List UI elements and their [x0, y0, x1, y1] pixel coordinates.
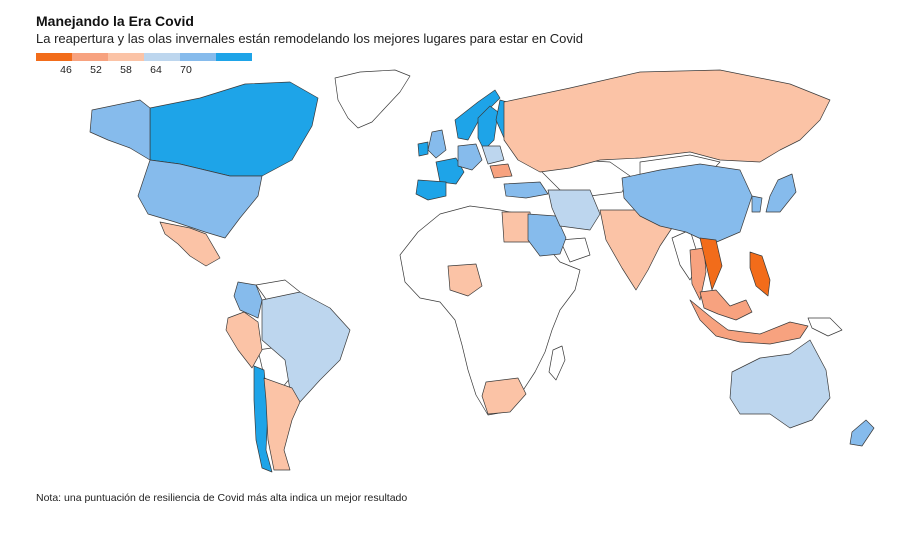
region-mexico [159, 221, 221, 267]
region-poland [481, 145, 505, 165]
legend-swatch [108, 53, 144, 61]
region-south-korea [751, 195, 763, 213]
legend-swatch [36, 53, 72, 61]
region-germany [457, 143, 483, 171]
chart-subtitle: La reapertura y las olas invernales está… [36, 31, 584, 46]
legend-swatch [216, 53, 252, 61]
legend-tick: 52 [90, 64, 102, 76]
footnote: Nota: una puntuación de resiliencia de C… [36, 492, 408, 504]
region-brazil [261, 291, 351, 403]
legend-swatch [180, 53, 216, 61]
region-thailand [689, 247, 707, 301]
legend-swatch [144, 53, 180, 61]
region-malaysia [699, 289, 753, 321]
legend-tick: 46 [60, 64, 72, 76]
region-nigeria [447, 263, 483, 297]
region-colombia [233, 281, 263, 319]
region-vietnam [699, 237, 723, 291]
region-iran [547, 189, 601, 231]
region-alaska [89, 99, 151, 161]
legend-tick: 58 [120, 64, 132, 76]
region-united-kingdom [427, 129, 447, 159]
legend-swatch [72, 53, 108, 61]
region-canada [149, 81, 319, 177]
region-romania [489, 163, 513, 179]
region-south-africa [481, 377, 527, 415]
region-peru [225, 311, 263, 369]
region-spain [415, 179, 447, 201]
region-france [435, 157, 465, 185]
region-sweden [477, 105, 499, 151]
legend-swatches [36, 53, 252, 61]
color-legend: 46 52 58 64 70 [36, 53, 252, 76]
region-argentina [263, 377, 301, 471]
region-philippines [749, 251, 771, 297]
legend-tick: 64 [150, 64, 162, 76]
region-japan [765, 173, 797, 213]
madagascar [548, 345, 566, 381]
region-united-states [137, 159, 263, 239]
region-china [621, 163, 753, 245]
legend-tick: 70 [180, 64, 192, 76]
arabian-gulf-states [559, 237, 591, 263]
region-turkey [503, 181, 549, 199]
region-russia [503, 69, 831, 173]
region-new-zealand [849, 419, 875, 447]
greenland [334, 69, 411, 129]
no-data-land [255, 69, 843, 416]
region-australia [729, 339, 831, 429]
legend-ticks: 46 52 58 64 70 [36, 61, 252, 76]
region-indonesia [689, 299, 809, 345]
region-ireland [417, 141, 429, 157]
papua-new-guinea [807, 317, 843, 337]
chart-title: Manejando la Era Covid [36, 13, 194, 29]
country-regions [89, 69, 875, 473]
